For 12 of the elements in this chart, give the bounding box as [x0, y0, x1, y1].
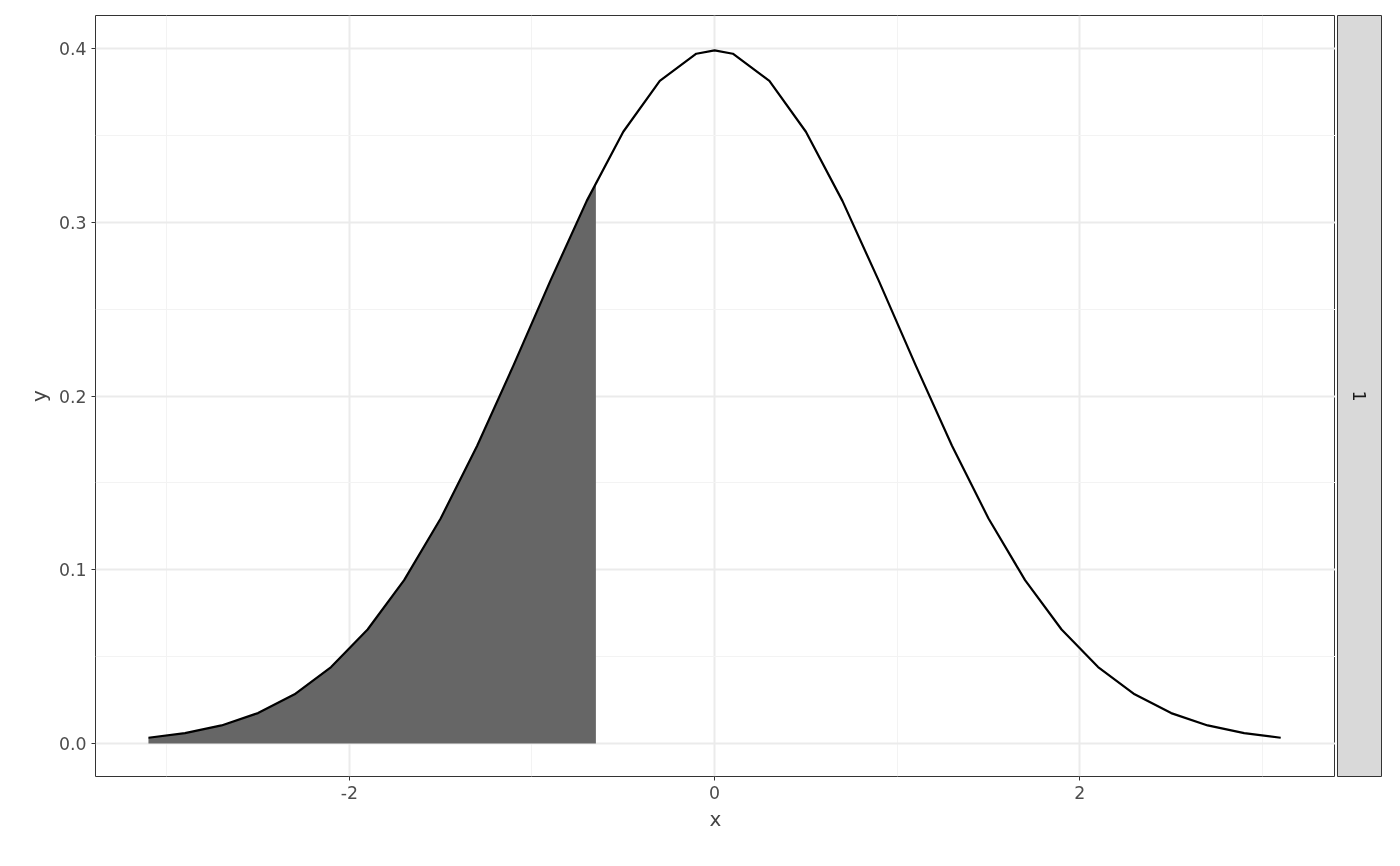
y-tick-label: 0.4 — [58, 39, 87, 60]
x-tick-label: 2 — [1074, 782, 1086, 803]
x-axis-title: x — [709, 806, 722, 831]
line-series — [147, 49, 1282, 739]
y-tick-label: 0.0 — [58, 733, 87, 754]
x-tick-label: 0 — [709, 782, 721, 803]
y-tick-label: 0.1 — [58, 560, 87, 581]
y-axis-title: y — [26, 389, 51, 402]
y-tick-label: 0.3 — [58, 212, 87, 233]
y-tick-label: 0.2 — [58, 386, 87, 407]
text: 1 — [1349, 390, 1369, 402]
x-tick-label: -2 — [340, 782, 358, 803]
